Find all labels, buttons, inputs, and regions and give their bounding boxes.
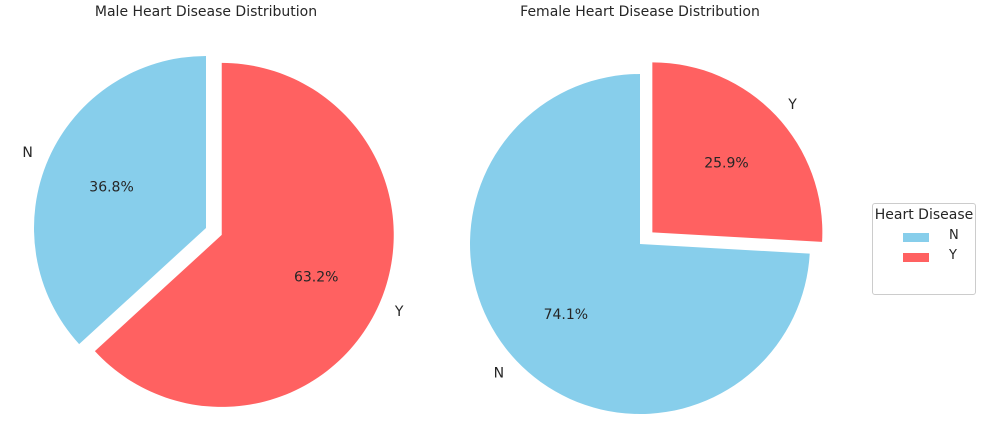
legend-swatch-n <box>903 233 929 242</box>
male-slice-y <box>94 62 394 407</box>
female-slice-y <box>652 62 823 242</box>
legend-label-y: Y <box>949 248 957 263</box>
female-chart-title: Female Heart Disease Distribution <box>520 4 760 20</box>
female-slice-n <box>470 74 810 414</box>
female-pct-label-n: 74.1% <box>544 307 588 323</box>
female-category-label-y: Y <box>787 97 797 113</box>
legend-swatch-y <box>903 253 929 262</box>
male-category-label-n: N <box>22 145 32 161</box>
female-category-label-n: N <box>494 365 504 381</box>
legend-title: Heart Disease <box>874 207 974 223</box>
male-pct-label-y: 63.2% <box>294 270 338 286</box>
legend-label-n: N <box>949 228 959 243</box>
male-pct-label-n: 36.8% <box>89 179 133 195</box>
legend: Heart Disease N Y <box>872 203 976 295</box>
male-category-label-y: Y <box>394 304 404 320</box>
male-slice-n <box>33 56 206 345</box>
female-pie-chart: Female Heart Disease Distribution 74.1% N 2… <box>470 4 823 414</box>
female-pct-label-y: 25.9% <box>704 155 748 171</box>
male-pie-chart: Male Heart Disease Distribution 36.8% N 63.… <box>22 4 404 407</box>
male-chart-title: Male Heart Disease Distribution <box>95 4 317 20</box>
